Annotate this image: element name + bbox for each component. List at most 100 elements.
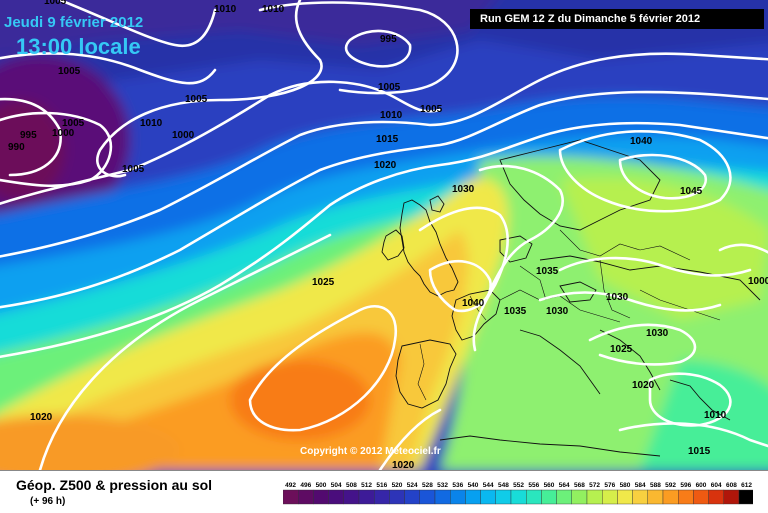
copyright-notice: Copyright © 2012 Meteociel.fr bbox=[300, 446, 441, 457]
legend-value: 508 bbox=[346, 482, 357, 489]
pressure-label: 1030 bbox=[606, 292, 629, 303]
pressure-label: 1000 bbox=[172, 130, 195, 141]
legend-swatch bbox=[602, 489, 618, 505]
pressure-label: 1010 bbox=[262, 4, 285, 15]
legend-value: 596 bbox=[680, 482, 691, 489]
lead-time: (+ 96 h) bbox=[30, 496, 66, 507]
legend-swatch bbox=[541, 489, 557, 505]
pressure-label: 1015 bbox=[688, 446, 711, 457]
legend-value: 520 bbox=[392, 482, 403, 489]
legend-value: 552 bbox=[513, 482, 524, 489]
legend-value: 528 bbox=[422, 482, 433, 489]
pressure-label: 1010 bbox=[214, 4, 237, 15]
pressure-label: 1005 bbox=[378, 82, 401, 93]
pressure-label: 1040 bbox=[462, 298, 485, 309]
legend-value: 548 bbox=[498, 482, 509, 489]
pressure-label: 1000 bbox=[748, 276, 768, 287]
pressure-label: 1030 bbox=[452, 184, 475, 195]
legend-value: 532 bbox=[437, 482, 448, 489]
pressure-label: 1015 bbox=[376, 134, 399, 145]
pressure-label: 1025 bbox=[312, 277, 335, 288]
pressure-label: 1005 bbox=[58, 66, 81, 77]
pressure-label: 1005 bbox=[62, 118, 85, 129]
pressure-label: 1010 bbox=[140, 118, 163, 129]
legend-swatch bbox=[586, 489, 603, 505]
pressure-label: 1020 bbox=[392, 460, 415, 470]
legend-value: 612 bbox=[741, 482, 752, 489]
geopotential-field: 1005 1010 1010 995 1005 1005 1000 995 99… bbox=[0, 0, 768, 470]
pressure-label: 1005 bbox=[185, 94, 208, 105]
legend-value: 580 bbox=[620, 482, 631, 489]
legend-swatch bbox=[723, 489, 740, 505]
run-info-banner: Run GEM 12 Z du Dimanche 5 février 2012 bbox=[470, 9, 764, 29]
legend-swatch bbox=[571, 489, 588, 505]
legend-value: 572 bbox=[589, 482, 600, 489]
pressure-label: 1040 bbox=[630, 136, 653, 147]
color-legend: 492 496 500 504 508 512 516 520 524 528 532 536 540 5… bbox=[283, 482, 753, 505]
pressure-label: 995 bbox=[20, 130, 37, 141]
legend-value: 536 bbox=[452, 482, 463, 489]
legend-value: 504 bbox=[331, 482, 342, 489]
legend-value: 608 bbox=[726, 482, 737, 489]
legend-value: 556 bbox=[528, 482, 539, 489]
legend-value: 564 bbox=[559, 482, 570, 489]
legend-swatch bbox=[693, 489, 709, 505]
legend-value: 524 bbox=[407, 482, 418, 489]
pressure-label: 1025 bbox=[610, 344, 633, 355]
legend-swatch bbox=[419, 489, 436, 505]
legend-value: 588 bbox=[650, 482, 661, 489]
pressure-label: 1020 bbox=[374, 160, 397, 171]
legend-swatch bbox=[495, 489, 512, 505]
pressure-label: 1000 bbox=[52, 128, 75, 139]
legend-swatch bbox=[404, 489, 420, 505]
legend-swatch bbox=[343, 489, 360, 505]
legend-swatch bbox=[510, 489, 527, 505]
legend-value: 576 bbox=[604, 482, 615, 489]
pressure-label: 1010 bbox=[380, 110, 403, 121]
pressure-label: 1020 bbox=[30, 412, 53, 423]
legend-swatch bbox=[525, 489, 542, 505]
legend-swatch bbox=[465, 489, 481, 505]
legend-swatch bbox=[708, 489, 725, 505]
legend-value: 544 bbox=[483, 482, 494, 489]
legend-value: 568 bbox=[574, 482, 585, 489]
pressure-labels: 1005 1010 1010 995 1005 1005 1000 995 99… bbox=[8, 0, 768, 470]
pressure-label: 1005 bbox=[122, 164, 145, 175]
pressure-label: 1030 bbox=[646, 328, 669, 339]
legend-swatch bbox=[678, 489, 694, 505]
legend-swatch bbox=[449, 489, 466, 505]
pressure-label: 1005 bbox=[44, 0, 67, 7]
legend-swatch bbox=[647, 489, 664, 505]
legend-swatch bbox=[358, 489, 375, 505]
forecast-time: 13:00 locale bbox=[16, 34, 141, 59]
legend-swatch bbox=[617, 489, 633, 505]
legend-swatch bbox=[283, 489, 299, 505]
legend-swatch bbox=[556, 489, 573, 505]
pressure-label: 1035 bbox=[536, 266, 559, 277]
legend-value: 496 bbox=[300, 482, 311, 489]
legend-swatch bbox=[373, 489, 390, 505]
pressure-label: 1045 bbox=[680, 186, 703, 197]
legend-value: 560 bbox=[544, 482, 555, 489]
legend-value: 584 bbox=[635, 482, 646, 489]
pressure-label: 995 bbox=[380, 34, 397, 45]
legend-value: 540 bbox=[468, 482, 479, 489]
legend-swatch bbox=[632, 489, 649, 505]
legend-value: 500 bbox=[316, 482, 327, 489]
pressure-label: 990 bbox=[8, 142, 25, 153]
pressure-label: 1030 bbox=[546, 306, 569, 317]
legend-value: 492 bbox=[285, 482, 296, 489]
legend-value: 592 bbox=[665, 482, 676, 489]
legend-swatch bbox=[738, 489, 753, 505]
legend-value: 516 bbox=[376, 482, 387, 489]
product-title: Géop. Z500 & pression au sol bbox=[16, 477, 213, 493]
pressure-label: 1005 bbox=[420, 104, 443, 115]
legend-swatch bbox=[297, 489, 314, 505]
pressure-label: 1010 bbox=[704, 410, 727, 421]
legend-swatch bbox=[313, 489, 329, 505]
isobars bbox=[0, 0, 768, 470]
z500-color-bands bbox=[0, 0, 768, 470]
forecast-date: Jeudi 9 février 2012 bbox=[4, 14, 144, 31]
legend-swatch bbox=[328, 489, 344, 505]
legend-swatch bbox=[662, 489, 679, 505]
